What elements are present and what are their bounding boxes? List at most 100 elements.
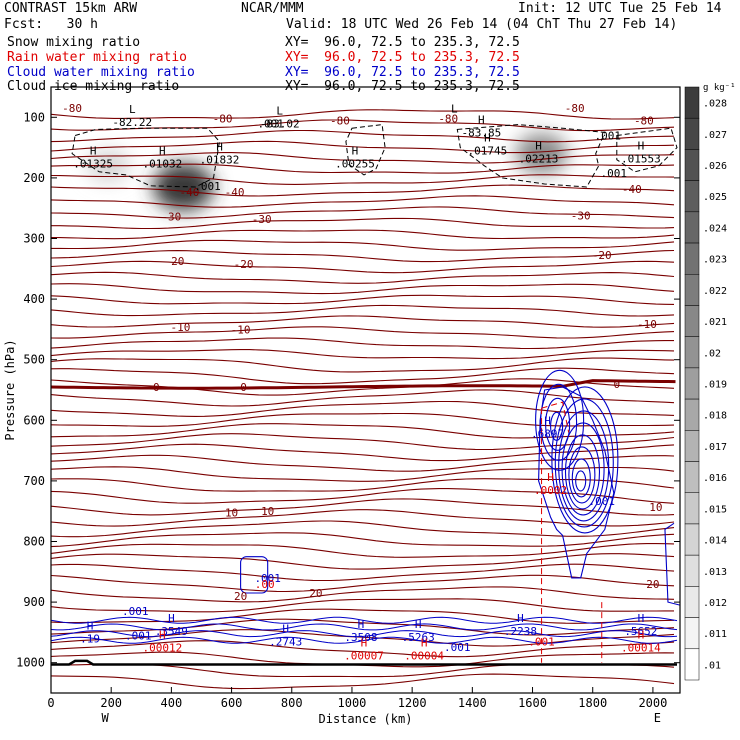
- y-tick-label: 700: [23, 474, 45, 488]
- temperature-isotherm: [51, 532, 675, 548]
- cloud-water-label-marker: H: [87, 619, 94, 632]
- isotherm-label: -80: [438, 113, 458, 126]
- temperature-isotherm: [51, 304, 675, 317]
- cloud-ice-label-value: .01745: [468, 145, 508, 158]
- isotherm-label: -30: [252, 213, 272, 226]
- colorbar-swatch: [684, 648, 700, 681]
- x-axis-title: Distance (km): [319, 712, 413, 726]
- model-title: CONTRAST 15km ARW: [4, 1, 138, 16]
- cloud-water-contour: [51, 623, 678, 631]
- rain-water-label-marker: H: [421, 636, 428, 649]
- colorbar-label: .022: [703, 286, 727, 297]
- temperature-isotherm: [51, 260, 675, 274]
- cloud-ice-label-value: .001: [595, 129, 622, 142]
- temperature-isotherm: [51, 367, 675, 385]
- rain-water-contour: [541, 401, 570, 433]
- x-tick-label: 600: [221, 696, 243, 710]
- cloud-ice-label-value: -83.02: [260, 117, 300, 130]
- cloud-ice-label-value: .001: [257, 117, 284, 130]
- colorbar-swatch: [684, 180, 700, 213]
- isotherm-label: -10: [637, 318, 657, 331]
- temperature-isotherm: [51, 423, 675, 439]
- temperature-isotherm: [51, 163, 675, 174]
- y-tick-label: 800: [23, 535, 45, 549]
- cloud-water-contour: [550, 411, 564, 441]
- temperature-isotherm: [51, 229, 675, 240]
- isotherm-label: -40: [622, 183, 642, 196]
- cloud-water-contour: [51, 630, 678, 638]
- temperature-isotherm: [51, 608, 675, 624]
- cloud-ice-contour: [456, 124, 606, 188]
- temperature-isotherm: [51, 195, 675, 208]
- colorbar-label: .013: [703, 567, 727, 578]
- colorbar-label: .018: [703, 411, 727, 422]
- colorbar-swatch: [684, 430, 700, 462]
- cloud-ice-label-marker: L: [276, 104, 283, 117]
- snow-shading-blob: [515, 133, 568, 174]
- cloud-water-label-value: .3549: [155, 625, 188, 638]
- cloud-ice-label-value: .00255: [335, 157, 375, 170]
- isotherm-label: -40: [225, 186, 245, 199]
- temperature-isotherm: [51, 294, 675, 305]
- y-tick-label: 400: [23, 292, 45, 306]
- isotherm-label: 0: [240, 381, 247, 394]
- isotherm-label: -10: [231, 323, 251, 336]
- temperature-isotherm: [51, 412, 675, 427]
- cloud-ice-label-value: -82.22: [112, 116, 152, 129]
- colorbar-label: .016: [703, 473, 727, 484]
- temperature-isotherm: [51, 400, 675, 417]
- isotherm-label: -80: [565, 102, 585, 115]
- cloud-water-label-value: .001: [254, 572, 281, 585]
- isotherm-label: 10: [649, 501, 662, 514]
- rain-water-label-value: .00004: [404, 649, 444, 662]
- y-tick-label: 100: [23, 110, 45, 124]
- cloud-ice-label-value: .001: [601, 167, 628, 180]
- valid-time: Valid: 18 UTC Wed 26 Feb 14 (04 ChT Thu …: [286, 17, 678, 32]
- cloud-ice-contour: [71, 127, 221, 188]
- field-rain-xy: XY= 96.0, 72.5 to 235.3, 72.5: [285, 50, 520, 65]
- temperature-isotherm: [51, 206, 675, 219]
- colorbar-label: .01: [703, 660, 721, 671]
- temperature-isotherm: [51, 466, 675, 482]
- temperature-isotherm: [51, 315, 675, 328]
- cloud-water-contour: [664, 522, 680, 606]
- temperature-isotherm: [51, 433, 675, 451]
- cloud-ice-label-value: -83.85: [461, 126, 501, 139]
- temperature-isotherm: [51, 349, 675, 360]
- cloud-water-label-marker: H: [517, 612, 524, 625]
- cloud-water-label-marker: H: [544, 415, 551, 428]
- colorbar-swatch: [684, 554, 700, 587]
- y-tick-label: 200: [23, 171, 45, 185]
- rain-water-label-marker: H: [159, 629, 166, 642]
- colorbar-label: .021: [703, 317, 727, 328]
- cloud-ice-label-marker: H: [478, 113, 485, 126]
- colorbar-swatch: [684, 149, 700, 181]
- rain-water-label-marker: H: [361, 636, 368, 649]
- isotherm-label: -80: [62, 102, 82, 115]
- plot-area: [51, 109, 680, 690]
- colorbar-label: .015: [703, 504, 727, 515]
- cloud-water-label-marker: H: [282, 622, 289, 635]
- cloud-water-contour: [568, 446, 596, 504]
- cloud-ice-label-value: .01325: [73, 157, 113, 170]
- cloud-ice-label-marker: H: [535, 140, 542, 153]
- colorbar-swatch: [684, 492, 700, 525]
- rain-water-label-value: .001: [528, 635, 555, 648]
- cloud-water-contour: [571, 458, 591, 498]
- colorbar-label: .028: [703, 99, 727, 110]
- cloud-water-contour: [575, 470, 587, 492]
- y-axis-title: Pressure (hPa): [3, 339, 17, 440]
- temperature-isotherm: [51, 389, 675, 407]
- cloud-water-label-marker: H: [168, 612, 175, 625]
- cloud-ice-label-value: .001: [194, 180, 221, 193]
- cloud-water-label-value: .19: [80, 632, 100, 645]
- cloud-water-label-value: .001: [444, 641, 471, 654]
- cloud-ice-label-marker: H: [484, 132, 491, 145]
- isotherm-label: 10: [225, 506, 238, 519]
- y-tick-label: 300: [23, 232, 45, 246]
- cloud-water-label-value: .6897: [531, 428, 564, 441]
- colorbar-swatch: [684, 523, 700, 556]
- cloud-water-label-marker: H: [415, 618, 422, 631]
- cloud-water-contour: [545, 397, 571, 451]
- x-tick-label: 0: [47, 696, 54, 710]
